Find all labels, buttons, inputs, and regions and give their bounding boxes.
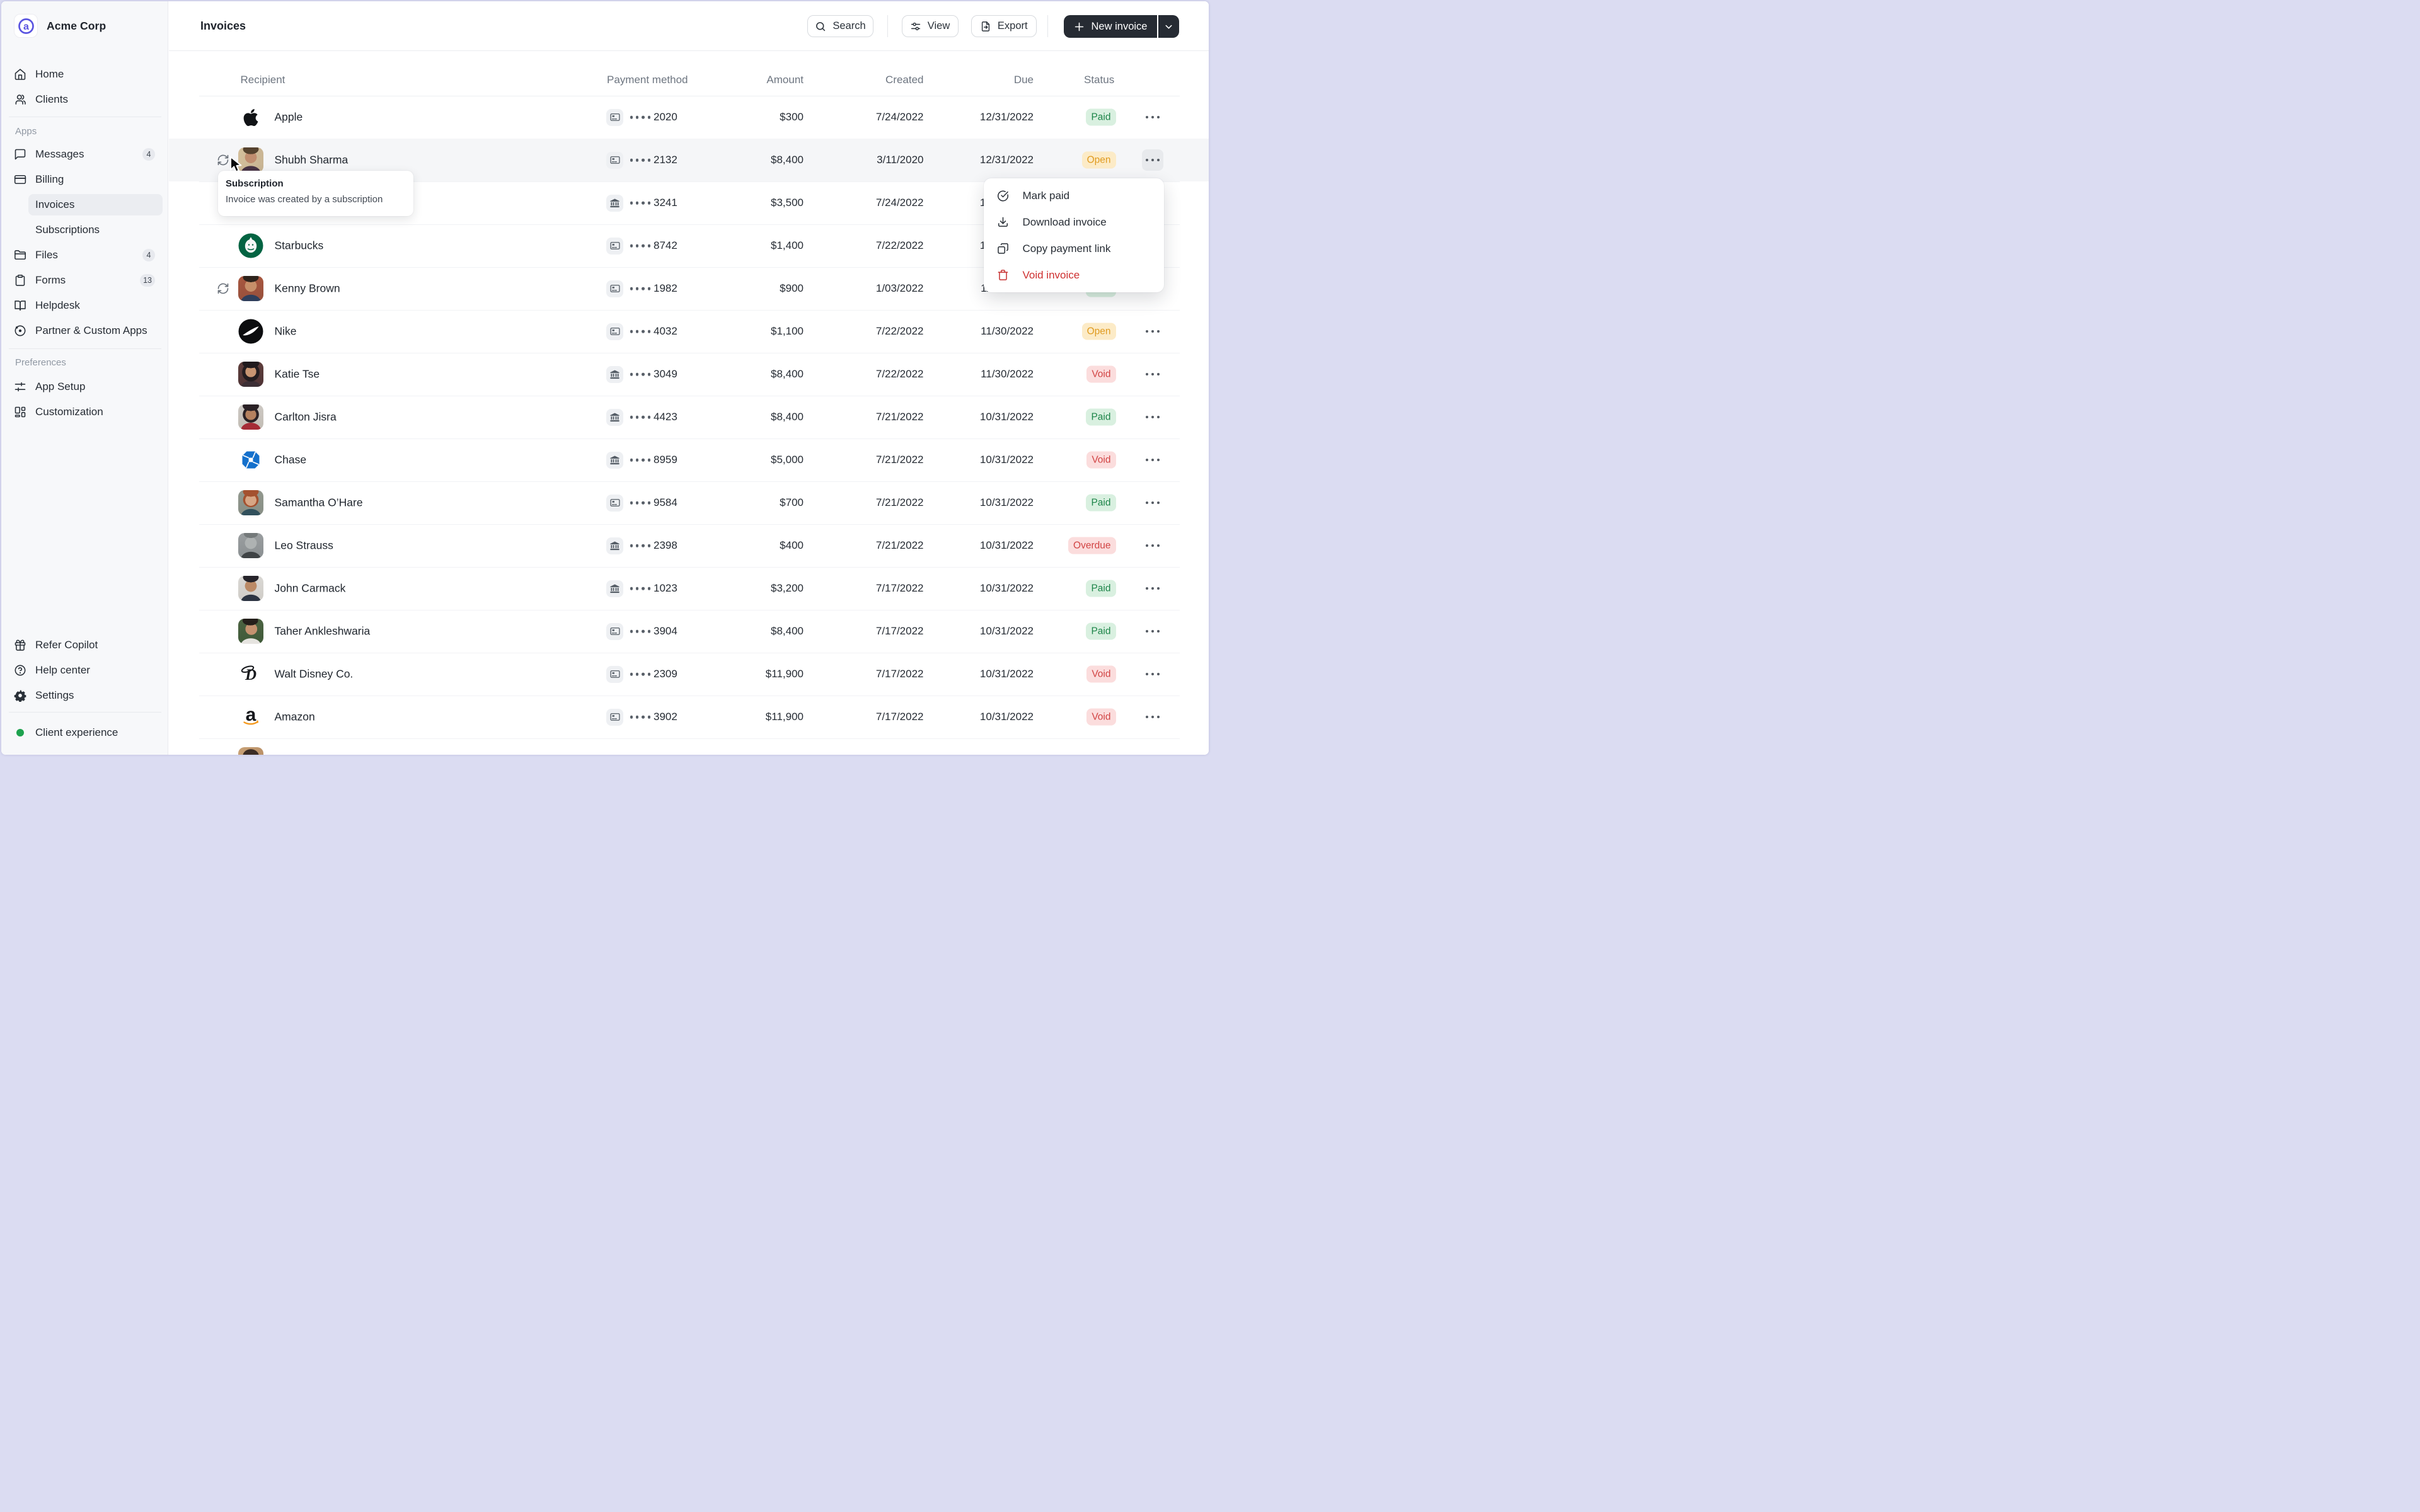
svg-text:D: D [245,667,256,684]
svg-text:a: a [246,704,256,725]
svg-text:a: a [23,21,29,32]
